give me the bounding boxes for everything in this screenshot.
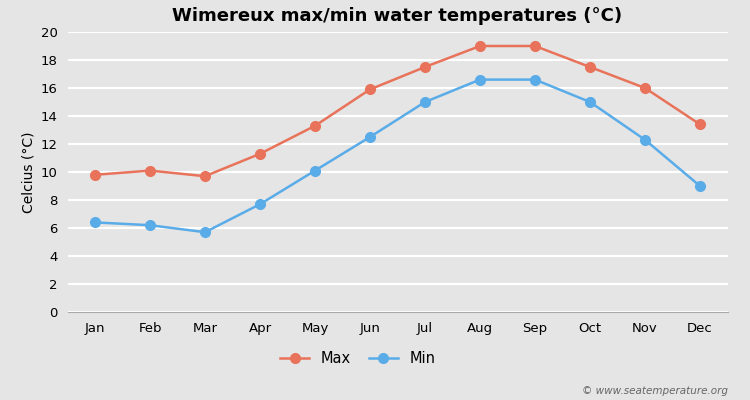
Min bbox=[256, 202, 265, 206]
Min bbox=[695, 184, 704, 188]
Max bbox=[200, 174, 209, 179]
Max bbox=[476, 44, 484, 48]
Max bbox=[586, 64, 595, 70]
Min bbox=[200, 230, 209, 234]
Max bbox=[256, 152, 265, 156]
Line: Min: Min bbox=[90, 75, 705, 237]
Min bbox=[640, 138, 650, 142]
Max bbox=[695, 122, 704, 127]
Min bbox=[421, 100, 430, 104]
Legend: Max, Min: Max, Min bbox=[280, 351, 436, 366]
Min bbox=[365, 134, 374, 140]
Max bbox=[91, 172, 100, 177]
Min bbox=[586, 100, 595, 104]
Min bbox=[310, 168, 320, 173]
Text: © www.seatemperature.org: © www.seatemperature.org bbox=[581, 386, 728, 396]
Max bbox=[640, 86, 650, 90]
Max bbox=[421, 64, 430, 70]
Min bbox=[146, 223, 154, 228]
Min bbox=[476, 77, 484, 82]
Max bbox=[530, 44, 539, 48]
Max bbox=[365, 87, 374, 92]
Y-axis label: Celcius (°C): Celcius (°C) bbox=[21, 131, 35, 213]
Title: Wimereux max/min water temperatures (°C): Wimereux max/min water temperatures (°C) bbox=[172, 7, 622, 25]
Max bbox=[146, 168, 154, 173]
Line: Max: Max bbox=[90, 41, 705, 181]
Min bbox=[530, 77, 539, 82]
Max bbox=[310, 123, 320, 128]
Min bbox=[91, 220, 100, 225]
